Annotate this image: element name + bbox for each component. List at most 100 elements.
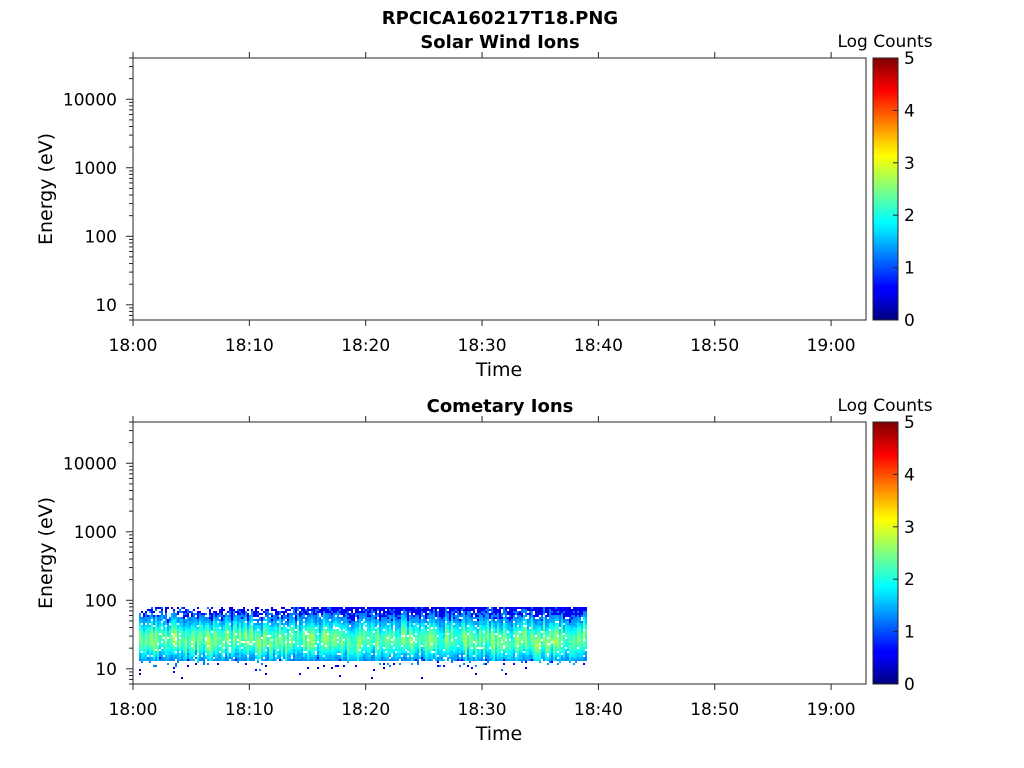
spectrogram-cell bbox=[471, 607, 473, 609]
spectrogram-cell bbox=[297, 643, 299, 645]
spectrogram-cell bbox=[279, 633, 281, 635]
spectrogram-cell bbox=[365, 643, 367, 645]
spectrogram-cell bbox=[511, 609, 513, 611]
spectrogram-cell bbox=[187, 635, 189, 637]
spectrogram-cell bbox=[479, 635, 481, 637]
spectrogram-cell bbox=[445, 655, 447, 657]
spectrogram-cell bbox=[319, 617, 321, 619]
spectrogram-cell bbox=[161, 655, 163, 657]
spectrogram-cell bbox=[473, 643, 475, 645]
spectrogram-cell bbox=[199, 641, 201, 643]
spectrogram-cell bbox=[327, 617, 329, 619]
spectrogram-cell bbox=[183, 611, 185, 613]
spectrogram-cell bbox=[313, 607, 315, 609]
spectrogram-cell bbox=[289, 623, 291, 625]
spectrogram-cell bbox=[231, 649, 233, 651]
spectrogram-cell bbox=[159, 611, 161, 613]
spectrogram-cell bbox=[517, 649, 519, 651]
spectrogram-cell bbox=[481, 629, 483, 631]
spectrogram-cell bbox=[421, 637, 423, 639]
spectrogram-cell bbox=[231, 611, 233, 613]
spectrogram-cell bbox=[403, 659, 405, 661]
spectrogram-cell bbox=[457, 633, 459, 635]
spectrogram-cell bbox=[397, 643, 399, 645]
spectrogram-cell bbox=[463, 629, 465, 631]
spectrogram-cell bbox=[375, 655, 377, 657]
x-tick-label: 18:20 bbox=[341, 336, 390, 356]
spectrogram-cell bbox=[531, 613, 533, 615]
spectrogram-cell bbox=[331, 657, 333, 659]
spectrogram-cell bbox=[509, 627, 511, 629]
spectrogram-cell bbox=[279, 617, 281, 619]
spectrogram-cell bbox=[293, 629, 295, 631]
spectrogram-cell bbox=[185, 631, 187, 633]
spectrogram-cell bbox=[239, 657, 241, 659]
spectrogram-cell bbox=[159, 623, 161, 625]
spectrogram-cell bbox=[473, 625, 475, 627]
spectrogram-cell bbox=[481, 609, 483, 611]
spectrogram-cell bbox=[153, 641, 155, 643]
spectrogram-cell bbox=[337, 617, 339, 619]
spectrogram-cell bbox=[191, 625, 193, 627]
spectrogram-cell bbox=[167, 607, 169, 609]
spectrogram-cell bbox=[405, 651, 407, 653]
spectrogram-cell bbox=[373, 653, 375, 655]
spectrogram-cell bbox=[363, 659, 365, 661]
spectrogram-cell bbox=[297, 659, 299, 661]
spectrogram-cell bbox=[503, 655, 505, 657]
spectrogram-cell bbox=[159, 631, 161, 633]
spectrogram-cell bbox=[397, 653, 399, 655]
spectrogram-cell bbox=[333, 635, 335, 637]
spectrogram-cell bbox=[335, 623, 337, 625]
spectrogram-cell bbox=[341, 651, 343, 653]
spectrogram-cell bbox=[405, 637, 407, 639]
spectrogram-cell bbox=[407, 629, 409, 631]
spectrogram-cell bbox=[191, 621, 193, 623]
spectrogram-cell bbox=[207, 625, 209, 627]
spectrogram-cell bbox=[193, 631, 195, 633]
spectrogram-cell bbox=[475, 649, 477, 651]
spectrogram-cell bbox=[313, 637, 315, 639]
spectrogram-cell bbox=[399, 611, 401, 613]
spectrogram-cell bbox=[473, 623, 475, 625]
spectrogram-cell bbox=[213, 645, 215, 647]
spectrogram-cell bbox=[393, 657, 395, 659]
spectrogram-cell bbox=[459, 659, 461, 661]
spectrogram-cell bbox=[265, 611, 267, 613]
spectrogram-cell bbox=[339, 645, 341, 647]
spectrogram-cell bbox=[247, 617, 249, 619]
spectrogram-cell bbox=[183, 641, 185, 643]
spectrogram-cell bbox=[377, 651, 379, 653]
spectrogram-cell bbox=[209, 637, 211, 639]
spectrogram-cell bbox=[237, 659, 239, 661]
spectrogram-cell bbox=[241, 615, 243, 617]
spectrogram-cell bbox=[471, 657, 473, 659]
spectrogram-cell bbox=[499, 619, 501, 621]
spectrogram-cell bbox=[423, 651, 425, 653]
spectrogram-cell bbox=[309, 629, 311, 631]
spectrogram-cell bbox=[295, 621, 297, 623]
spectrogram-cell bbox=[515, 647, 517, 649]
spectrogram-cell bbox=[487, 635, 489, 637]
spectrogram-cell bbox=[353, 607, 355, 609]
spectrogram-cell bbox=[203, 629, 205, 631]
spectrogram-cell bbox=[377, 641, 379, 643]
x-tick-label: 18:30 bbox=[458, 336, 507, 356]
spectrogram-cell bbox=[385, 649, 387, 651]
spectrogram-cell bbox=[145, 639, 147, 641]
spectrogram-cell bbox=[499, 659, 501, 661]
spectrogram-cell bbox=[399, 643, 401, 645]
spectrogram-cell bbox=[403, 611, 405, 613]
spectrogram-cell bbox=[303, 607, 305, 609]
spectrogram-cell bbox=[231, 629, 233, 631]
spectrogram-cell bbox=[501, 639, 503, 641]
spectrogram-cell bbox=[223, 631, 225, 633]
spectrogram-cell bbox=[193, 615, 195, 617]
spectrogram-cell bbox=[379, 645, 381, 647]
spectrogram-cell bbox=[483, 611, 485, 613]
spectrogram-cell bbox=[181, 631, 183, 633]
spectrogram-cell bbox=[215, 633, 217, 635]
spectrogram-cell bbox=[179, 643, 181, 645]
spectrogram-cell bbox=[403, 641, 405, 643]
spectrogram-cell bbox=[479, 643, 481, 645]
